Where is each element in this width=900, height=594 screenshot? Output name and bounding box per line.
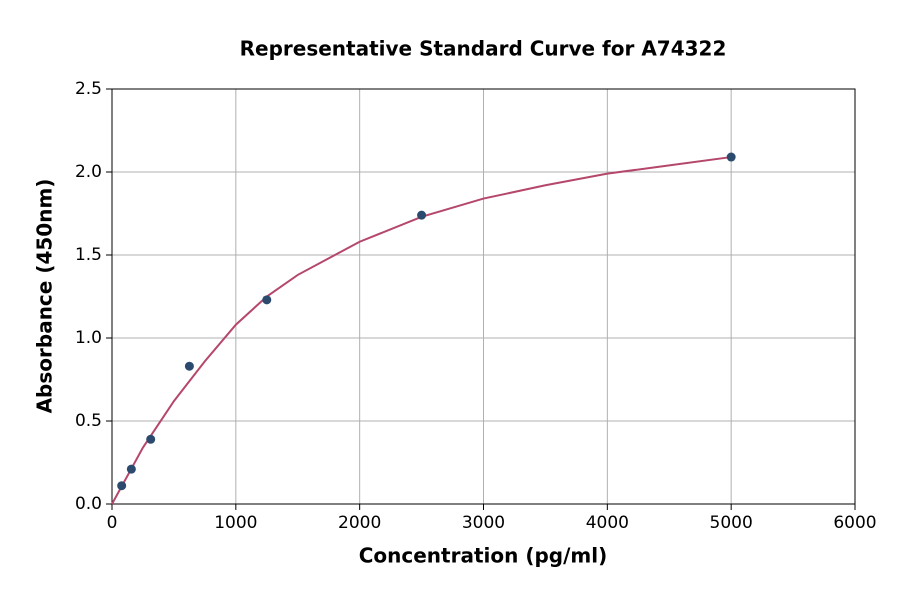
data-point — [417, 210, 427, 220]
y-axis-label: Absorbance (450nm) — [33, 179, 57, 414]
x-tick-label: 2000 — [338, 513, 381, 533]
y-tick-label: 0.5 — [75, 411, 102, 431]
x-tick-label: 4000 — [586, 513, 629, 533]
data-point — [262, 295, 272, 305]
y-tick-label: 1.5 — [75, 245, 102, 265]
y-tick-label: 0.0 — [75, 494, 102, 514]
data-point — [126, 464, 136, 474]
x-tick-label: 5000 — [710, 513, 753, 533]
data-point — [726, 152, 736, 162]
y-tick-label: 2.5 — [75, 79, 102, 99]
chart-title: Representative Standard Curve for A74322 — [240, 37, 727, 61]
x-axis-label: Concentration (pg/ml) — [359, 544, 608, 568]
plot-frame — [111, 88, 856, 505]
x-tick-label: 3000 — [462, 513, 505, 533]
y-tick-label: 2.0 — [75, 162, 102, 182]
x-tick-label: 1000 — [214, 513, 257, 533]
fit-curve — [111, 156, 732, 505]
x-tick-label: 0 — [107, 513, 118, 533]
x-tick-label: 6000 — [833, 513, 876, 533]
y-tick-label: 1.0 — [75, 328, 102, 348]
data-point — [146, 434, 156, 444]
data-point — [184, 361, 194, 371]
data-point — [117, 481, 127, 491]
